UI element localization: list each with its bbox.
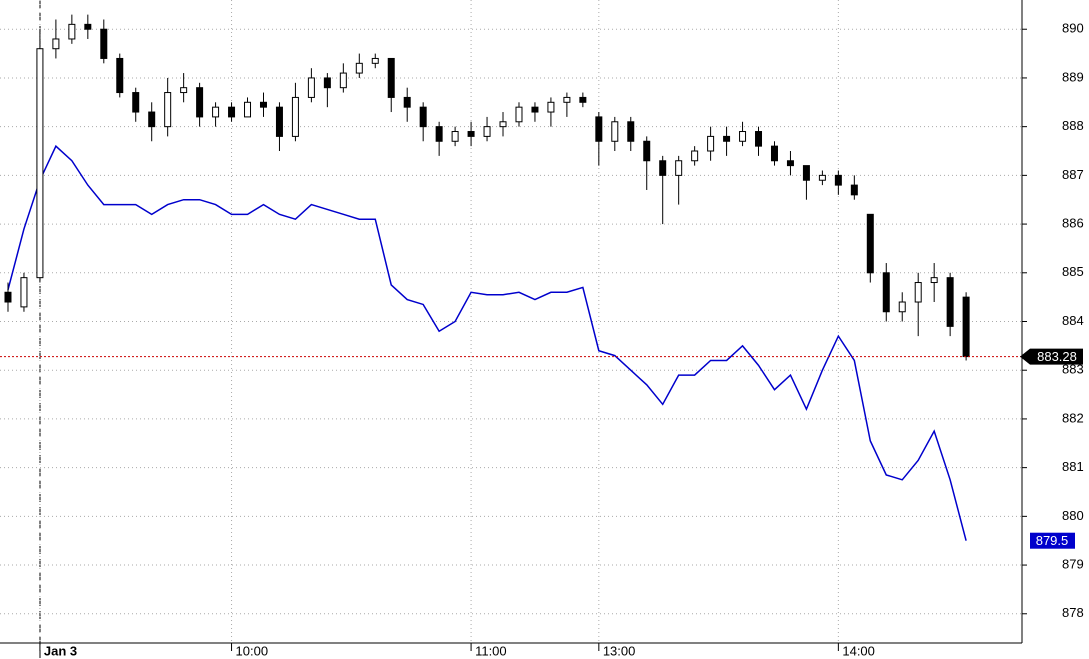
candle-body	[387, 57, 395, 98]
candle-body	[627, 121, 635, 142]
candle-body	[786, 160, 794, 167]
candle-body	[275, 106, 283, 137]
candle-body	[755, 131, 763, 147]
candle-body	[499, 121, 507, 128]
candle-body	[68, 23, 76, 40]
candle-body	[946, 277, 954, 327]
candle-body	[675, 160, 683, 176]
candle-body	[643, 140, 651, 162]
candle-body	[483, 126, 491, 137]
candle-body	[291, 96, 299, 137]
y-tick-label: 888	[1062, 118, 1084, 133]
candle-body	[850, 184, 858, 196]
y-tick-label: 890	[1062, 21, 1084, 36]
line-value-label: 879.5	[1036, 533, 1069, 548]
y-tick-label: 885	[1062, 264, 1084, 279]
y-tick-label: 882	[1062, 410, 1084, 425]
candle-body	[244, 101, 252, 118]
last-price-tag	[1020, 348, 1083, 365]
candle-body	[802, 165, 810, 181]
x-tick-label: 14:00	[842, 643, 875, 658]
candle-body	[531, 106, 539, 113]
y-tick-label: 889	[1062, 69, 1084, 84]
candle-body	[339, 72, 347, 89]
candle-body	[196, 87, 204, 118]
candle-body	[164, 92, 172, 128]
line-series	[7, 144, 967, 541]
candle-body	[148, 111, 156, 128]
y-tick-label: 884	[1062, 313, 1084, 328]
candle-body	[595, 116, 603, 142]
candle-body	[898, 301, 906, 313]
y-tick-label: 883	[1062, 362, 1084, 377]
candle-body	[914, 282, 922, 303]
candle-body	[818, 174, 826, 181]
candle-body	[435, 126, 443, 142]
line-value-tag	[1030, 532, 1075, 549]
candle-body	[834, 174, 842, 186]
x-tick-label: 11:00	[475, 643, 507, 658]
candle-body	[579, 96, 587, 103]
candle-body	[4, 291, 12, 303]
candle-body	[866, 213, 874, 274]
candle-body	[403, 96, 411, 108]
candle-body	[419, 106, 427, 128]
last-price-label: 883.28	[1037, 349, 1077, 364]
candle-body	[770, 145, 778, 162]
candle-body	[132, 92, 140, 113]
y-tick-label: 881	[1062, 459, 1084, 474]
candle-body	[611, 121, 619, 142]
candle-body	[84, 23, 92, 30]
candle-body	[20, 277, 28, 308]
candle-body	[52, 38, 60, 50]
y-tick-label: 886	[1062, 216, 1084, 231]
candle-body	[691, 150, 699, 162]
candle-body	[707, 135, 715, 152]
candle-body	[180, 87, 188, 94]
candle-body	[659, 160, 667, 176]
candle-body	[515, 106, 523, 123]
candle-body	[116, 57, 124, 94]
y-tick-label: 887	[1062, 167, 1084, 182]
candle-body	[547, 101, 555, 113]
candle-body	[739, 131, 747, 142]
candle-body	[371, 57, 379, 64]
candle-body	[962, 296, 970, 358]
candle-body	[100, 28, 108, 59]
x-tick-label: 13:00	[603, 643, 636, 658]
candle-body	[467, 131, 475, 137]
candle-body	[307, 77, 315, 98]
x-tick-label: 10:00	[236, 643, 269, 658]
candle-body	[212, 106, 220, 118]
candle-body	[228, 106, 236, 118]
candle-body	[259, 101, 267, 108]
candle-body	[882, 272, 890, 313]
candle-body	[355, 62, 363, 74]
candle-body	[323, 77, 331, 89]
y-tick-label: 879	[1062, 556, 1084, 571]
candle-body	[563, 96, 571, 103]
candle-body	[930, 277, 938, 284]
y-tick-label: 878	[1062, 605, 1084, 620]
candle-body	[723, 135, 731, 142]
candle-body	[36, 48, 44, 279]
y-tick-label: 880	[1062, 508, 1084, 523]
candle-body	[451, 131, 459, 142]
x-tick-label: Jan 3	[44, 643, 77, 658]
